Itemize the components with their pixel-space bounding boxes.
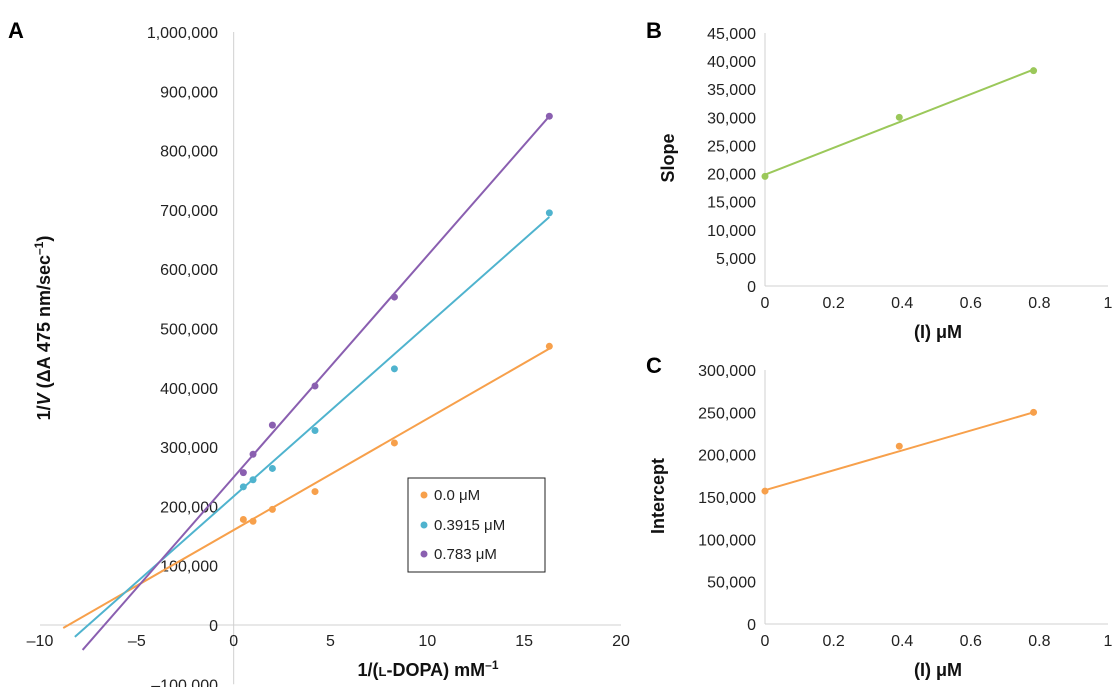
legend-label-2: 0.783 μM	[434, 546, 497, 563]
panel-b-y-tick-label: 30,000	[707, 110, 756, 127]
panel-c-x-tick-label: 1	[1104, 633, 1113, 650]
legend-frame	[407, 477, 546, 573]
panel-a-series-1-point	[311, 426, 319, 434]
panel-a-y-tick-label: 800,000	[160, 144, 218, 161]
panel-a-series-2-point	[390, 293, 398, 301]
panel-c-x-tick-label: 0.4	[891, 633, 913, 650]
panel-b-y-axis-label: Slope	[658, 133, 678, 182]
legend-label-0: 0.0 μM	[434, 487, 480, 504]
panel-a-y-tick-label: –100,000	[151, 677, 218, 687]
panel-a-y-tick-label: 0	[209, 618, 218, 635]
panel-a-y-tick-label: 700,000	[160, 203, 218, 220]
panel-c-series-0-point	[895, 442, 903, 450]
legend-marker-2	[420, 550, 428, 558]
panel-b-y-tick-label: 15,000	[707, 195, 756, 212]
panel-a-x-tick-label: 0	[229, 633, 238, 650]
panel-c-plot: 0 0.2 0.4 0.6 0.8 1 0 50,000 100,000 150,000 200,0…	[698, 363, 1112, 650]
panel-c-x-tick-label: 0	[761, 633, 770, 650]
panel-a-x-axis-label: 1/(L-DOPA) mM–1	[358, 658, 499, 680]
panel-a-series-1-point	[390, 365, 398, 373]
panel-b-y-tick-label: 45,000	[707, 26, 756, 43]
panel-a-x-tick-label: –5	[128, 633, 146, 650]
panel-b-series-0-point	[895, 113, 903, 121]
panel-a-series-1-point	[249, 476, 257, 484]
panel-b-series-0-point	[761, 172, 769, 180]
panel-b-x-tick-label: 1	[1104, 295, 1113, 312]
panel-c-x-axis-label: (I) μM	[914, 660, 962, 680]
panel-c-y-tick-label: 100,000	[698, 532, 756, 549]
panel-c-x-tick-label: 0.2	[822, 633, 844, 650]
legend-marker-0	[420, 491, 428, 499]
panel-b-y-tick-label: 5,000	[716, 251, 756, 268]
panel-b-x-tick-label: 0.2	[822, 295, 844, 312]
panel-b-x-tick-label: 0.8	[1028, 295, 1050, 312]
panel-c-y-tick-label: 250,000	[698, 405, 756, 422]
panel-a-x-tick-label: 5	[326, 633, 335, 650]
panel-c-y-tick-label: 50,000	[707, 575, 756, 592]
legend-label-1: 0.3915 μM	[434, 517, 505, 534]
panel-a-y-tick-label: 600,000	[160, 262, 218, 279]
panel-a-series-1-point	[545, 209, 553, 217]
panel-a-y-axis-label: 1/V (ΔA 475 nm/sec–1)	[32, 236, 54, 421]
panel-b-y-tick-label: 35,000	[707, 82, 756, 99]
panel-b-y-tick-label: 0	[747, 279, 756, 296]
panel-b-y-tick-label: 40,000	[707, 54, 756, 71]
panel-a-series-2-point	[268, 421, 276, 429]
panel-a-series-0-point	[239, 515, 247, 523]
panel-c-y-tick-label: 300,000	[698, 363, 756, 380]
panel-c-y-axis-label: Intercept	[648, 458, 668, 534]
panel-b-y-tick-label: 25,000	[707, 138, 756, 155]
panel-b-series-0-point	[1030, 67, 1038, 75]
panel-a-series-2-point	[545, 112, 553, 120]
panel-a-series-1-point	[268, 464, 276, 472]
panel-a-series-0-point	[390, 439, 398, 447]
panel-a-series-0-point	[545, 342, 553, 350]
panel-a-series-0-point	[249, 517, 257, 525]
panel-a-series-0-point	[268, 505, 276, 513]
panel-b-y-tick-label: 10,000	[707, 223, 756, 240]
panel-a-series-2-point	[239, 469, 247, 477]
panel-b-x-tick-label: 0	[761, 295, 770, 312]
panel-a-legend: 0.0 μM 0.3915 μM 0.783 μM	[407, 477, 546, 573]
panel-b-x-tick-label: 0.6	[960, 295, 982, 312]
panel-label-b: B	[646, 18, 662, 43]
panel-c-series-0-point	[761, 487, 769, 495]
panel-a-x-tick-label: 20	[612, 633, 630, 650]
panel-a-series-0-trendline	[62, 347, 550, 629]
panel-a-series-2-point	[311, 382, 319, 390]
panel-a-y-tick-label: 300,000	[160, 440, 218, 457]
panel-c-y-tick-label: 150,000	[698, 490, 756, 507]
panel-a-x-tick-label: –10	[27, 633, 54, 650]
panel-a-y-tick-label: 900,000	[160, 84, 218, 101]
panel-b-plot: 0 0.2 0.4 0.6 0.8 1 0 5,000 10,000 15,000 20,000 25…	[707, 26, 1112, 312]
panel-a-y-tick-label: 200,000	[160, 499, 218, 516]
panel-b-series-0-trendline	[764, 68, 1034, 176]
panel-c-series-0-trendline	[764, 411, 1034, 492]
panel-c-y-tick-label: 200,000	[698, 448, 756, 465]
panel-c-x-tick-label: 0.8	[1028, 633, 1050, 650]
panel-a-y-tick-label: 500,000	[160, 322, 218, 339]
panel-a-plot: –10 –5 0 5 10 15 20–100,0000100,000200,000300,…	[27, 25, 630, 687]
panel-a-y-tick-label: 400,000	[160, 381, 218, 398]
panel-a-y-tick-label: 1,000,000	[147, 25, 218, 42]
panel-b-y-tick-label: 20,000	[707, 167, 756, 184]
panel-a-series-0-point	[311, 488, 319, 496]
panel-a-series-2-point	[249, 450, 257, 458]
panel-b-x-tick-label: 0.4	[891, 295, 913, 312]
panel-label-c: C	[646, 353, 662, 378]
panel-a-x-tick-label: 15	[515, 633, 533, 650]
panel-b-x-axis-label: (I) μM	[914, 322, 962, 342]
panel-a-series-1-point	[239, 483, 247, 491]
panel-c-x-tick-label: 0.6	[960, 633, 982, 650]
panel-a-x-tick-label: 10	[418, 633, 436, 650]
panel-a-series-1-trendline	[74, 216, 551, 638]
panel-c-series-0-point	[1030, 408, 1038, 416]
legend-marker-1	[420, 521, 428, 529]
panel-c-y-tick-label: 0	[747, 617, 756, 634]
panel-label-a: A	[8, 18, 24, 43]
